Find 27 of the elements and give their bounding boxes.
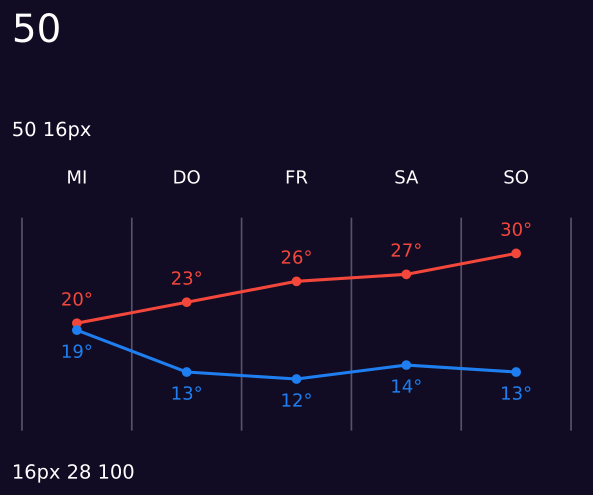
point [72,325,82,336]
x-tick-label: SA [395,170,418,184]
point [182,297,192,308]
point [511,367,521,377]
data-label: 12° [282,393,311,407]
data-label: 20° [62,292,92,306]
point [511,248,521,258]
data-label: 27° [392,243,421,257]
point [182,367,192,377]
x-tick-label: MI [68,170,86,184]
x-tick-label: FR [286,170,308,184]
text: 16px 28 100 [14,464,134,483]
data-label: 26° [282,250,311,264]
data-label: 14° [392,379,421,393]
x-tick-label: DO [174,170,200,184]
data-label: 13° [172,386,201,400]
point [292,374,302,384]
point [292,276,302,286]
data-label: 19° [62,344,92,358]
data-label: 30° [502,222,530,236]
point [401,269,412,280]
point [401,360,412,370]
data-label: 13° [502,386,530,400]
chart-title: 50 [14,13,59,42]
chart-subtitle: 50 16px [13,122,91,140]
data-label: 23° [172,271,201,285]
x-tick-label: SO [504,170,528,184]
